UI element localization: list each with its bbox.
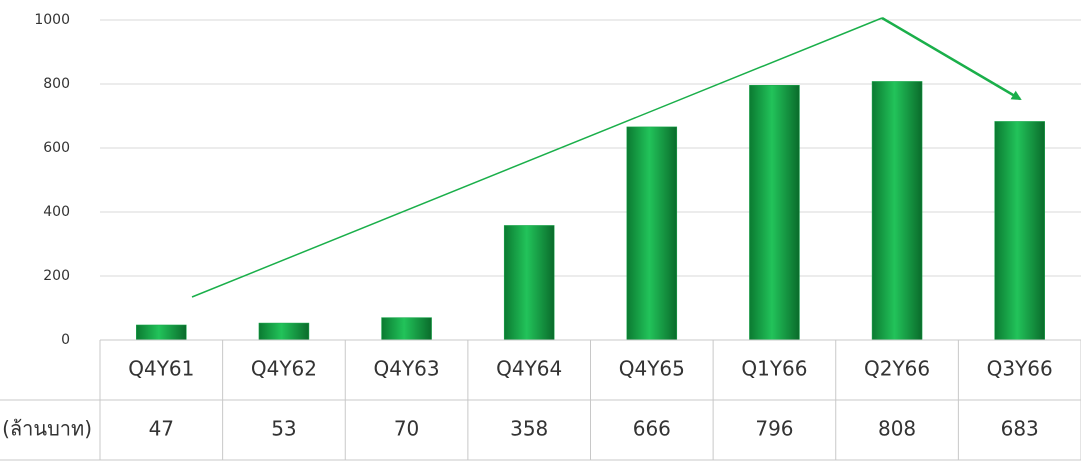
y-tick-label: 800 [43, 76, 70, 92]
bar [136, 324, 187, 341]
table-value: 358 [510, 417, 548, 441]
table-value: 796 [755, 417, 793, 441]
y-tick-label: 200 [43, 268, 70, 284]
x-tick-label: Q4Y64 [496, 357, 562, 381]
bar [503, 225, 555, 341]
y-tick-label: 0 [61, 332, 70, 348]
table-value: 666 [633, 417, 671, 441]
data-table: (ล้านบาท) 47 53 70 358 666 796 808 683 Q4Y61 Q4Y62… [0, 339, 1081, 461]
x-tick-label: Q3Y66 [987, 357, 1053, 381]
x-tick-label: Q1Y66 [741, 357, 807, 381]
bar [258, 322, 310, 341]
bar [381, 317, 432, 341]
bar [871, 81, 923, 341]
x-tick-label: Q4Y61 [128, 357, 194, 381]
x-tick-label: Q4Y63 [373, 357, 439, 381]
y-tick-label: 400 [43, 204, 70, 220]
y-tick-label: 1000 [34, 12, 70, 28]
bar [626, 126, 678, 341]
y-tick-label: 600 [43, 140, 70, 156]
trend-line [191, 17, 883, 298]
table-value: 70 [394, 417, 419, 441]
table-value: 53 [271, 417, 296, 441]
x-tick-label: Q4Y65 [619, 357, 685, 381]
trend-arrow [881, 16, 1022, 101]
table-value: 47 [149, 417, 174, 441]
bars [136, 81, 1045, 341]
bar [749, 85, 800, 341]
table-value: 808 [878, 417, 916, 441]
bar [994, 121, 1045, 341]
x-tick-label: Q4Y62 [251, 357, 317, 381]
table-value: 683 [1001, 417, 1039, 441]
grid: 0 200 400 600 800 1000 [34, 12, 1081, 348]
x-tick-label: Q2Y66 [864, 357, 930, 381]
series-name: (ล้านบาท) [2, 417, 92, 441]
